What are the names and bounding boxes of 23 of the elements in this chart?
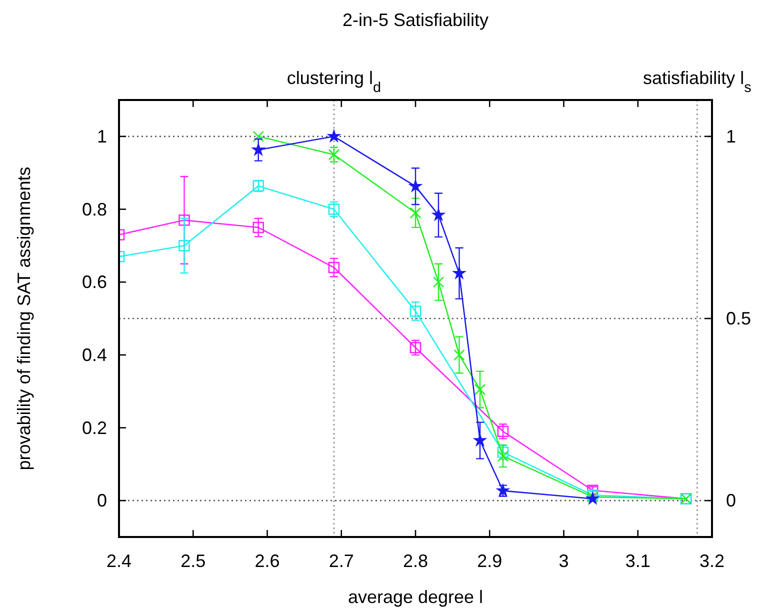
- y2-tick-label: 0: [726, 490, 736, 511]
- y-tick-label: 0.4: [82, 344, 107, 365]
- y-tick-label: 0.8: [82, 199, 107, 220]
- y2-tick-label: 1: [726, 126, 736, 146]
- y-axis-title: provability of finding SAT assignments: [14, 166, 34, 470]
- chart-title: 2-in-5 Satisfiability: [342, 10, 489, 30]
- x-tick-label: 3.1: [625, 551, 650, 571]
- y-tick-label: 0: [96, 490, 107, 511]
- ref-line-label: satisfiability l$_{s}$: [643, 68, 752, 96]
- y2-tick-label: 0.5: [726, 308, 752, 328]
- x-tick-label: 2.6: [254, 551, 280, 571]
- y-tick-label: 1: [96, 126, 107, 146]
- ref-line-label: clustering l$_{d}$: [286, 68, 381, 96]
- x-axis-title: average degree l: [348, 587, 484, 607]
- y-tick-label: 0.6: [82, 272, 107, 292]
- y-tick-label: 0.2: [82, 418, 107, 438]
- x-tick-label: 2.8: [402, 551, 428, 571]
- x-tick-label: 3.2: [699, 551, 725, 571]
- x-tick-label: 2.4: [106, 551, 132, 571]
- x-tick-label: 2.7: [328, 551, 354, 571]
- x-tick-label: 2.9: [477, 551, 502, 571]
- x-tick-label: 3: [558, 551, 569, 571]
- x-tick-label: 2.5: [180, 551, 206, 571]
